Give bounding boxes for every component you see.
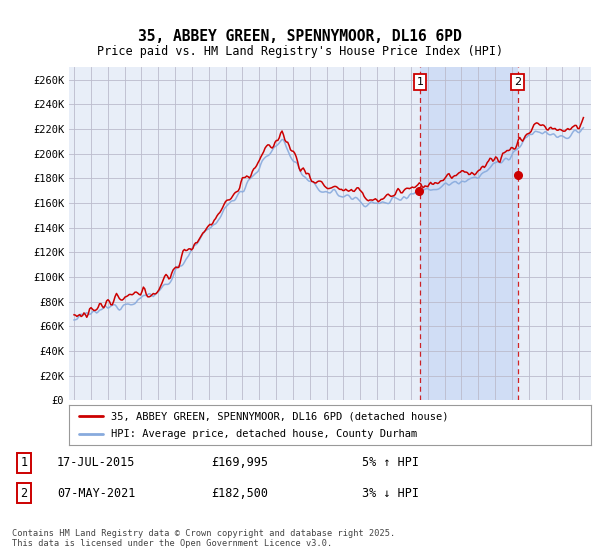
Text: 35, ABBEY GREEN, SPENNYMOOR, DL16 6PD (detached house): 35, ABBEY GREEN, SPENNYMOOR, DL16 6PD (d… (111, 411, 448, 421)
Text: 2: 2 (20, 487, 28, 500)
Text: 1: 1 (20, 456, 28, 469)
Text: 07-MAY-2021: 07-MAY-2021 (57, 487, 135, 500)
Text: 17-JUL-2015: 17-JUL-2015 (57, 456, 135, 469)
Bar (420, 67, 518, 400)
Text: HPI: Average price, detached house, County Durham: HPI: Average price, detached house, Coun… (111, 429, 417, 439)
Text: 3% ↓ HPI: 3% ↓ HPI (361, 487, 419, 500)
Text: £169,995: £169,995 (212, 456, 269, 469)
Text: £182,500: £182,500 (212, 487, 269, 500)
Text: Price paid vs. HM Land Registry's House Price Index (HPI): Price paid vs. HM Land Registry's House … (97, 45, 503, 58)
Text: Contains HM Land Registry data © Crown copyright and database right 2025.
This d: Contains HM Land Registry data © Crown c… (12, 529, 395, 548)
Text: 1: 1 (416, 77, 424, 87)
Text: 35, ABBEY GREEN, SPENNYMOOR, DL16 6PD: 35, ABBEY GREEN, SPENNYMOOR, DL16 6PD (138, 29, 462, 44)
Text: 5% ↑ HPI: 5% ↑ HPI (361, 456, 419, 469)
Text: 2: 2 (514, 77, 521, 87)
